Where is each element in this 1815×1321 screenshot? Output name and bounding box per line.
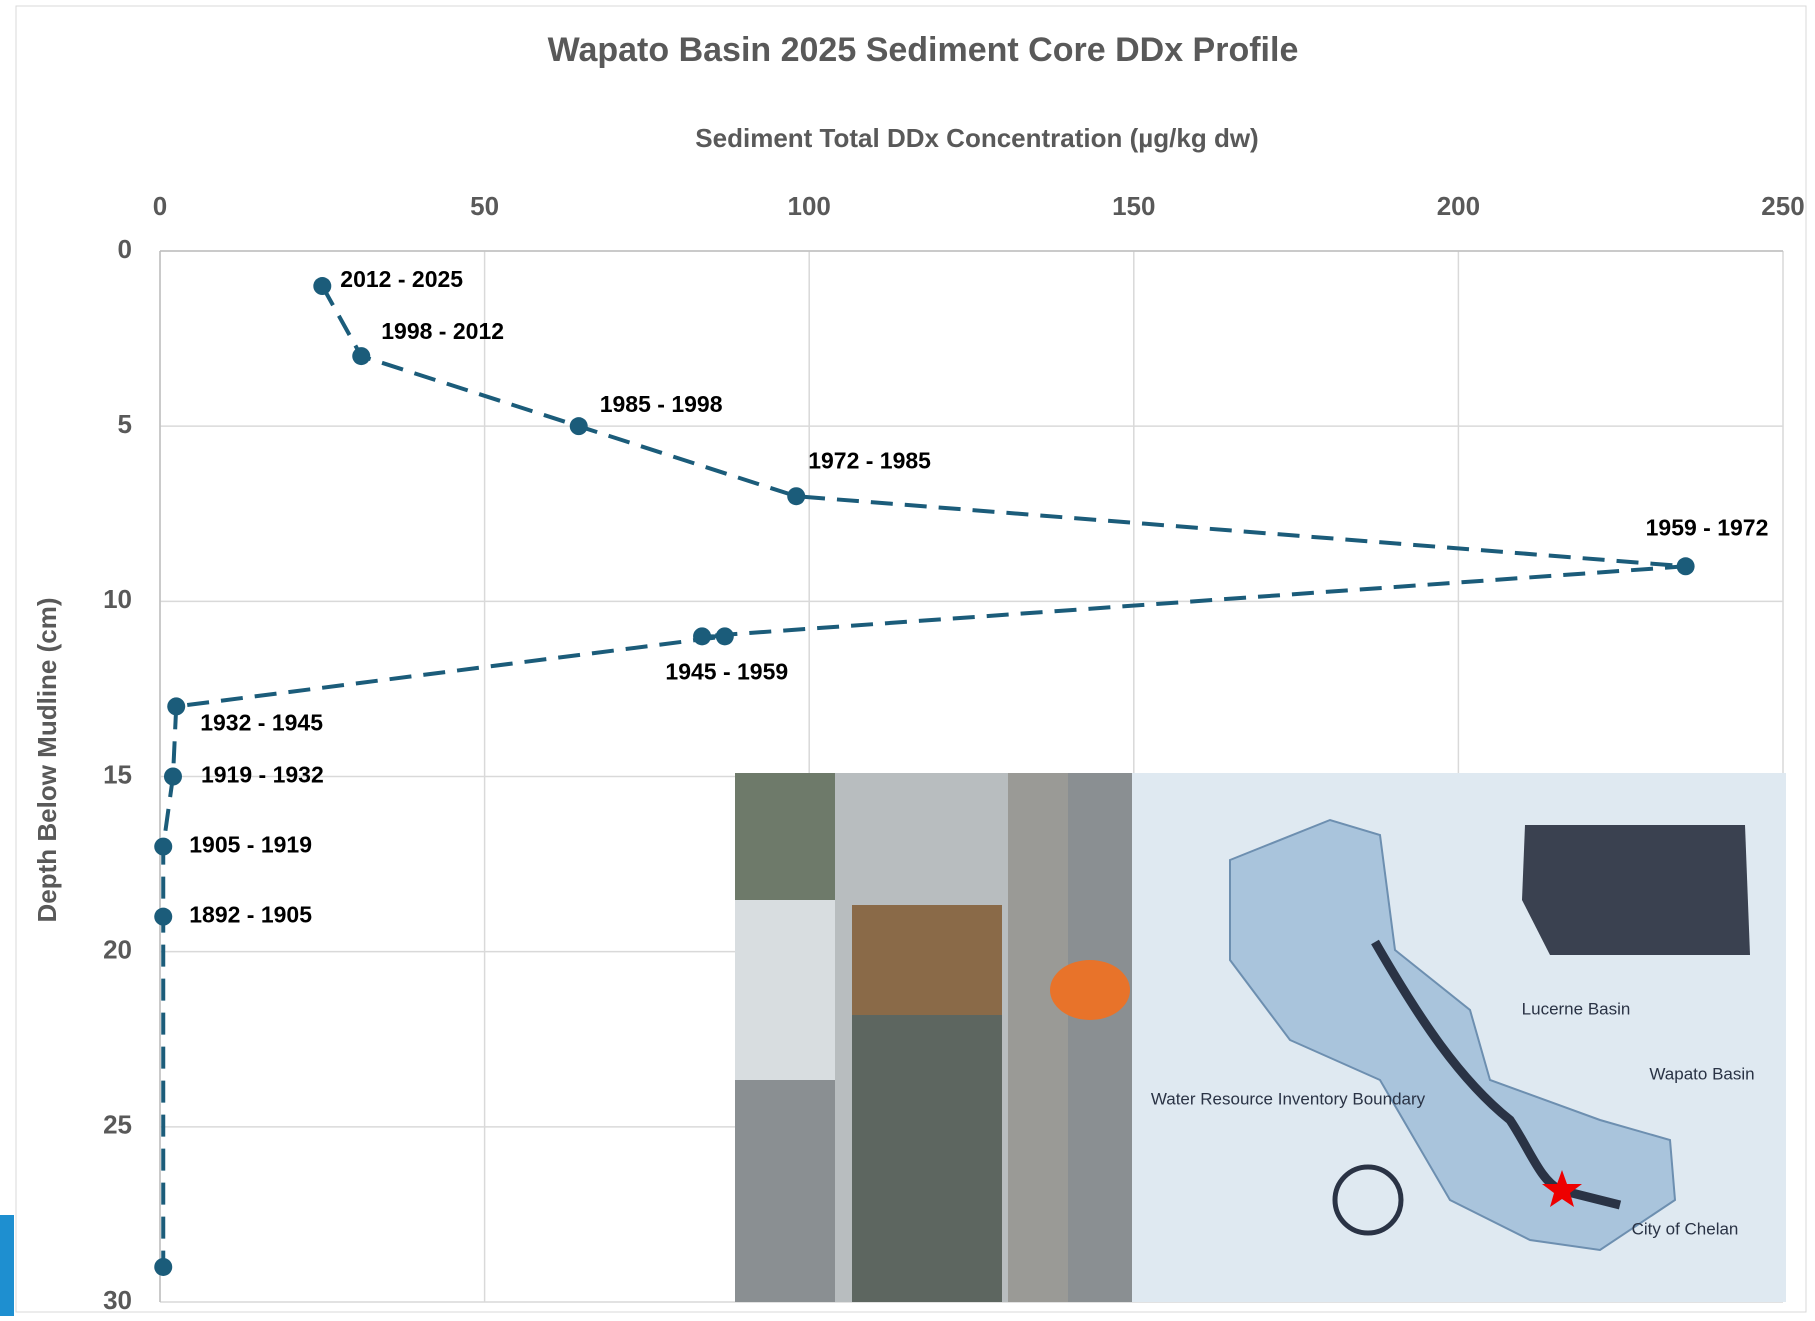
data-label: 1998 - 2012 xyxy=(381,318,504,344)
series-line xyxy=(161,285,1686,1267)
data-label: 1972 - 1985 xyxy=(808,447,931,473)
compass-rose xyxy=(1332,1164,1404,1236)
x-tick-label: 250 xyxy=(1761,191,1804,221)
washington-inset xyxy=(1522,825,1750,955)
y-tick-label: 15 xyxy=(103,759,132,789)
data-point xyxy=(154,1257,173,1276)
data-point xyxy=(715,627,734,646)
x-tick-label: 200 xyxy=(1437,191,1480,221)
data-label: 1959 - 1972 xyxy=(1646,514,1769,540)
data-point xyxy=(154,837,173,856)
y-tick-label: 10 xyxy=(103,584,132,614)
side-tab xyxy=(0,1215,14,1316)
data-point xyxy=(352,347,371,366)
map-label: Wapato Basin xyxy=(1649,1064,1754,1083)
data-label: 1892 - 1905 xyxy=(189,902,312,928)
photo-glove xyxy=(1050,960,1130,1020)
y-tick-label: 0 xyxy=(118,234,132,264)
data-point xyxy=(693,627,712,646)
chart-title: Wapato Basin 2025 Sediment Core DDx Prof… xyxy=(548,31,1299,69)
map-label: City of Chelan xyxy=(1632,1219,1739,1238)
data-label: 2012 - 2025 xyxy=(340,266,463,292)
x-axis-title: Sediment Total DDx Concentration (µg/kg … xyxy=(695,123,1258,153)
data-point xyxy=(163,767,182,786)
data-label: 1945 - 1959 xyxy=(665,658,788,684)
y-tick-label: 20 xyxy=(103,935,132,965)
x-tick-label: 150 xyxy=(1112,191,1155,221)
y-tick-label: 30 xyxy=(103,1285,132,1315)
data-point xyxy=(787,487,806,506)
watershed xyxy=(1229,818,1677,1252)
data-point xyxy=(1676,557,1695,576)
x-tick-label: 100 xyxy=(788,191,831,221)
photo-ruler xyxy=(1008,773,1068,1302)
y-axis-title: Depth Below Mudline (cm) xyxy=(32,598,62,923)
y-tick-label: 25 xyxy=(103,1110,132,1140)
x-tick-label: 50 xyxy=(470,191,499,221)
insets: Lucerne Basin Water Resource Inventory B… xyxy=(735,773,1786,1302)
lake-chelan xyxy=(1371,939,1622,1210)
map-label: Water Resource Inventory Boundary xyxy=(1151,1089,1426,1108)
data-label: 1905 - 1919 xyxy=(189,832,312,858)
core-top-layer xyxy=(852,905,1002,1015)
x-tick-label: 0 xyxy=(153,191,167,221)
data-label: 1919 - 1932 xyxy=(201,762,324,788)
y-tick-label: 5 xyxy=(118,409,132,439)
site-star xyxy=(1542,1170,1582,1207)
map-label: Lucerne Basin xyxy=(1522,999,1631,1018)
data-point xyxy=(569,417,588,436)
data-label: 1985 - 1998 xyxy=(600,391,723,417)
data-point xyxy=(154,907,173,926)
data-point xyxy=(313,277,332,296)
data-point xyxy=(167,697,186,716)
data-label: 1932 - 1945 xyxy=(200,710,323,736)
